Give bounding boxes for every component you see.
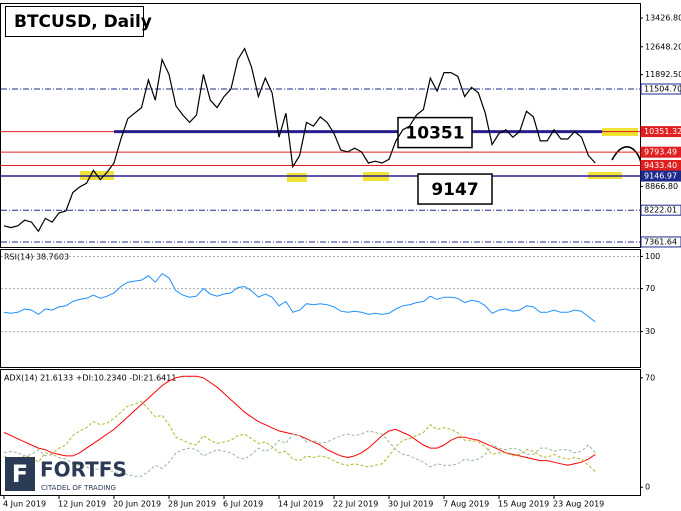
- x-tick-label: 23 Aug 2019: [553, 500, 604, 509]
- title-frame: [5, 6, 144, 37]
- price-line: [3, 47, 596, 233]
- annotation-label: 10351: [405, 124, 464, 144]
- level-box: [640, 204, 681, 216]
- adx-label: ADX(14) 21.6133 +DI:10.2340 -DI:21.6411: [4, 374, 176, 383]
- level-box: [640, 159, 681, 171]
- x-tick-label: 22 Jul 2019: [333, 500, 378, 509]
- level-label: 9793.49: [644, 148, 677, 157]
- level-box: [640, 83, 681, 95]
- x-tick-label: 28 Jun 2019: [168, 500, 216, 509]
- annotation-box: [397, 116, 473, 149]
- y-tick-label: 8866.80: [645, 182, 678, 191]
- x-tick-label: 6 Jul 2019: [223, 500, 263, 509]
- adx-frame: [0, 369, 641, 496]
- logo-tagline: CITADEL OF TRADING: [41, 484, 116, 492]
- x-tick-label: 30 Jul 2019: [388, 500, 433, 509]
- adx-line: [3, 400, 596, 472]
- y-tick-label: 12648.20: [645, 42, 681, 51]
- y-tick-label: 30: [645, 327, 655, 336]
- chart-title: BTCUSD, Daily: [14, 12, 152, 32]
- highlight: [287, 173, 307, 182]
- level-box: [640, 170, 681, 182]
- x-tick-label: 15 Aug 2019: [498, 500, 549, 509]
- adx-line: [3, 430, 596, 477]
- y-tick-label: 100: [645, 252, 660, 261]
- x-tick-label: 7 Aug 2019: [443, 500, 489, 509]
- level-box: [640, 236, 681, 248]
- level-label: 11504.70: [644, 84, 681, 93]
- x-tick-label: 12 Jun 2019: [58, 500, 106, 509]
- level-box: [640, 146, 681, 158]
- logo-glyph: F: [12, 460, 28, 488]
- y-tick-label: 70: [645, 373, 655, 382]
- level-label: 7361.64: [644, 237, 677, 246]
- title-box: BTCUSD, Daily: [5, 6, 152, 37]
- rsi-frame: [0, 249, 641, 368]
- logo: F FORTFS CITADEL OF TRADING: [5, 457, 127, 492]
- logo-name: FORTFS: [40, 458, 127, 482]
- rsi-line: [3, 272, 596, 323]
- level-box: [640, 126, 681, 138]
- annotation-label: 9147: [431, 180, 478, 200]
- y-tick-label: 70: [645, 284, 655, 293]
- price-frame: [0, 3, 641, 248]
- logo-mark: [5, 457, 35, 491]
- x-tick-label: 14 Jul 2019: [278, 500, 323, 509]
- rsi-label: RSI(14) 38.7603: [4, 253, 69, 262]
- x-tick-label: 20 Jun 2019: [113, 500, 161, 509]
- annotation-box: [417, 173, 493, 205]
- y-tick-label: 11892.50: [645, 70, 681, 79]
- level-label: 10351.32: [644, 127, 681, 136]
- y-tick-label: 0: [645, 483, 650, 492]
- level-label: 9146.97: [644, 172, 677, 181]
- x-tick-label: 4 Jun 2019: [3, 500, 46, 509]
- level-label: 8222.01: [644, 206, 677, 215]
- panel-frames: [0, 3, 641, 496]
- y-tick-label: 13426.80: [645, 14, 681, 23]
- level-label: 9433.40: [644, 161, 677, 170]
